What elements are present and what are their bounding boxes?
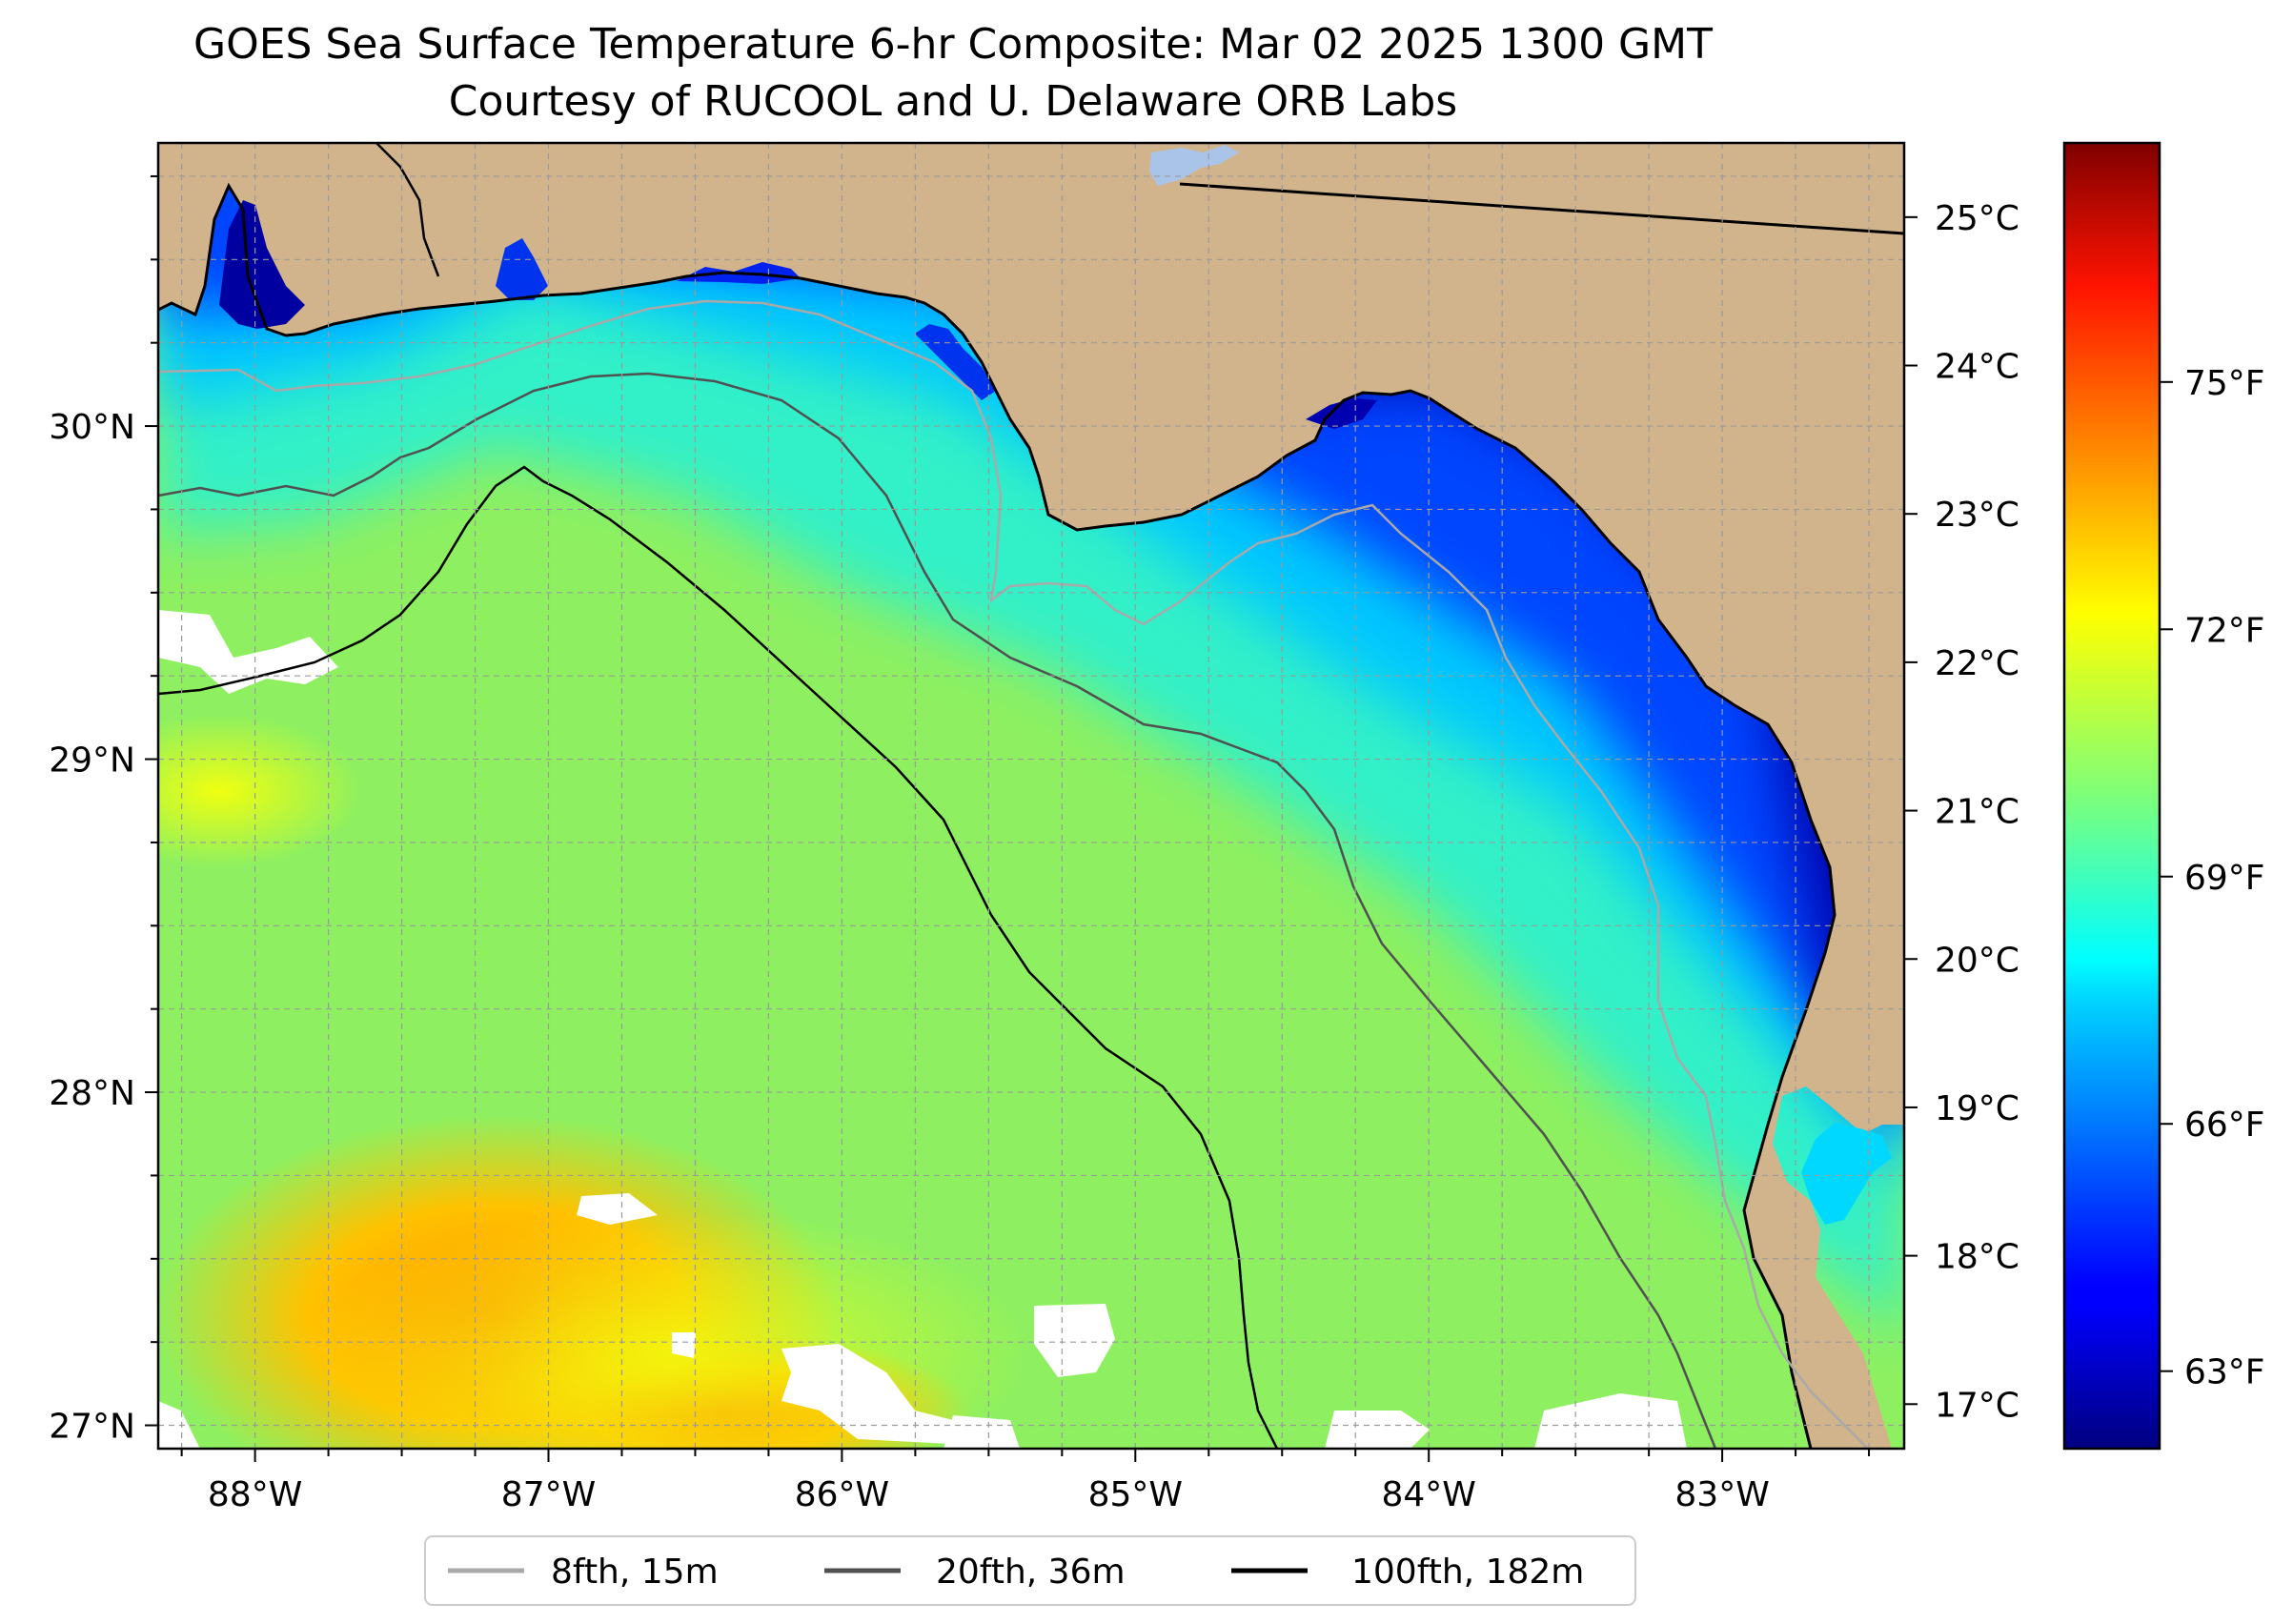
legend: 8fth, 15m 20fth, 36m 100fth, 182m [424,1535,1636,1606]
celsius-tick-label: 23°C [1935,496,2019,535]
celsius-tick-label: 17°C [1935,1386,2019,1425]
legend-label-100fth: 100fth, 182m [1351,1553,1584,1592]
fahrenheit-tick-label: 66°F [2184,1106,2265,1145]
sst-map [158,143,1904,1449]
gridlines [158,143,1904,1449]
lat-tick-label: 28°N [49,1074,135,1113]
celsius-tick-label: 18°C [1935,1238,2019,1277]
isobath-100fth [158,465,1279,1449]
fahrenheit-tick-label: 69°F [2184,859,2265,898]
isobaths [158,299,1869,1449]
lat-tick-label: 29°N [49,741,135,781]
colorbar-gradient [2064,143,2160,1449]
colorbar-frame [2062,141,2161,1451]
celsius-axis: 17°C 18°C 19°C 20°C 21°C 22°C 23°C 24°C 25°C [1904,199,2019,1425]
legend-frame [424,1535,1636,1606]
chart-subtitle: Courtesy of RUCOOL and U. Delaware ORB L… [448,77,1458,126]
lon-tick-label: 85°W [1088,1475,1183,1514]
celsius-tick-label: 24°C [1935,348,2019,387]
celsius-tick-label: 22°C [1935,644,2019,683]
colorbar-fahrenheit-axis: 63°F 66°F 69°F 72°F 75°F [2160,364,2265,1392]
chart-title: GOES Sea Surface Temperature 6-hr Compos… [193,20,1713,69]
celsius-tick-label: 20°C [1935,941,2019,980]
map-ticks: 88°W 87°W 86°W 85°W 84°W 83°W 27°N 28°N 29°N 30°N [49,174,1871,1514]
fahrenheit-tick-label: 63°F [2184,1353,2265,1392]
lon-tick-label: 83°W [1674,1475,1769,1514]
lon-tick-label: 87°W [501,1475,596,1514]
fahrenheit-tick-label: 72°F [2184,611,2265,650]
isobath-20fth [158,372,1717,1449]
map-frame [156,141,1906,1451]
legend-label-8fth: 8fth, 15m [551,1553,719,1592]
fahrenheit-tick-label: 75°F [2184,364,2265,403]
celsius-tick-label: 21°C [1935,793,2019,832]
lon-tick-label: 88°W [208,1475,302,1514]
lat-tick-label: 30°N [49,408,135,447]
isobath-8fth [158,299,1869,1449]
celsius-tick-label: 19°C [1935,1089,2019,1128]
lat-tick-label: 27°N [49,1408,135,1447]
lon-tick-label: 84°W [1382,1475,1476,1514]
no-data-patches [158,610,1687,1449]
legend-label-20fth: 20fth, 36m [936,1553,1126,1592]
celsius-tick-label: 25°C [1935,199,2019,238]
lon-tick-label: 86°W [795,1475,889,1514]
colorbar: 63°F 66°F 69°F 72°F 75°F [2062,141,2265,1451]
